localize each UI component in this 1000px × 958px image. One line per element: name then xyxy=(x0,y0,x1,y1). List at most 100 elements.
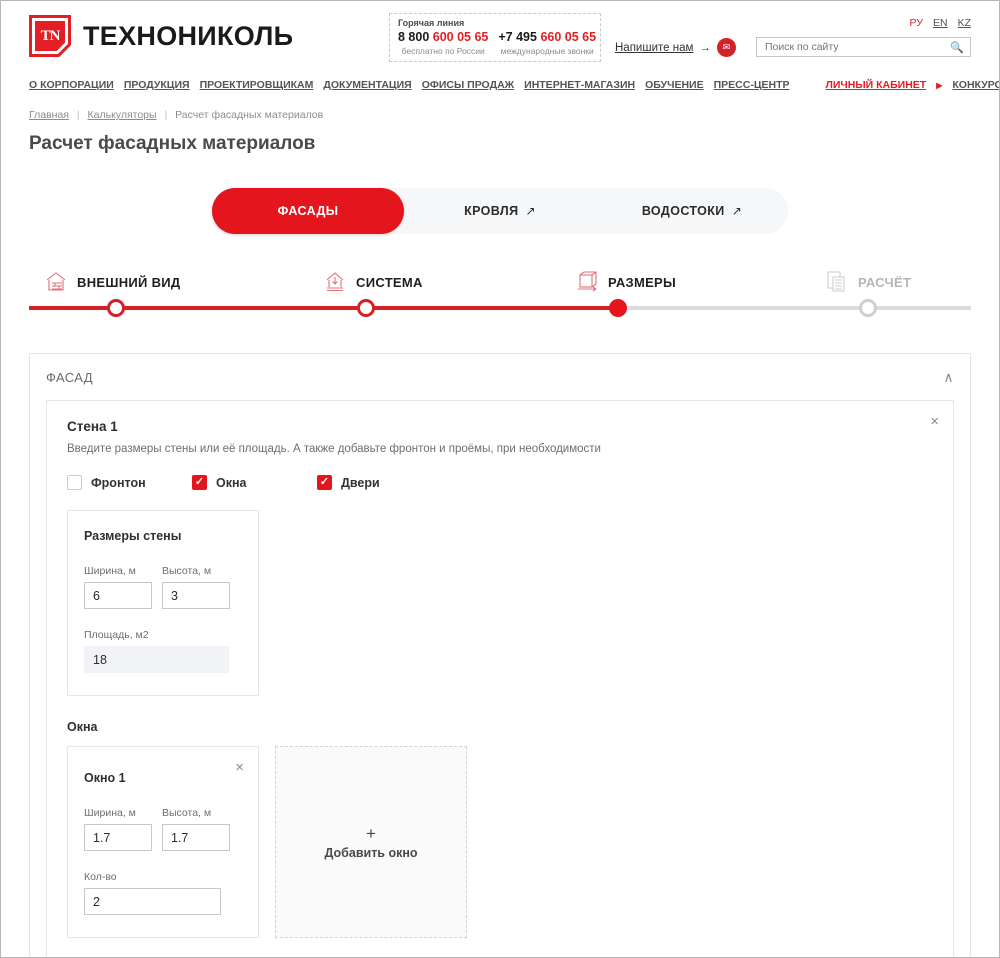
wall-area-field: Площадь, м2 xyxy=(84,629,242,673)
hotline-note-ru: бесплатно по России xyxy=(401,46,485,56)
close-icon[interactable]: × xyxy=(235,759,244,776)
step-calculation[interactable]: РАСЧЁТ xyxy=(824,269,911,295)
step-dot-calculation[interactable] xyxy=(859,299,877,317)
checkbox-windows[interactable]: Окна xyxy=(192,475,317,490)
windows-list: × Окно 1 Ширина, м Высота, м xyxy=(67,746,933,938)
tab-drainage-label: ВОДОСТОКИ xyxy=(641,204,725,218)
checkbox-windows-label: Окна xyxy=(216,475,247,490)
site-header: ТN ТЕХНОНИКОЛЬ Горячая линия 8 800 600 0… xyxy=(1,1,999,73)
wall-options: Фронтон Окна Двери xyxy=(67,475,933,490)
lang-kz[interactable]: KZ xyxy=(957,17,971,29)
add-window-label: Добавить окно xyxy=(324,845,418,860)
nav-item-online-store[interactable]: ИНТЕРНЕТ-МАГАЗИН xyxy=(524,79,636,91)
step-dimensions-label: РАЗМЕРЫ xyxy=(608,274,677,290)
breadcrumb: Главная | Калькуляторы | Расчет фасадных… xyxy=(1,97,999,121)
tab-roofing[interactable]: КРОВЛЯ ↗ xyxy=(404,188,596,234)
nav-item-sales-offices[interactable]: ОФИСЫ ПРОДАЖ xyxy=(421,79,515,91)
progress-track xyxy=(29,306,971,310)
windows-section-label: Окна xyxy=(67,720,98,734)
wall-area-label: Площадь, м2 xyxy=(84,629,149,641)
cube-dimensions-icon xyxy=(574,269,600,295)
checkbox-gable-label: Фронтон xyxy=(91,475,146,490)
wall-area-input xyxy=(84,646,229,673)
write-us-block[interactable]: Напишите нам → ✉ xyxy=(615,38,736,57)
nav-item-press-center[interactable]: ПРЕСС-ЦЕНТР xyxy=(713,79,790,91)
wall-width-field: Ширина, м xyxy=(84,565,152,609)
facade-accordion: ФАСАД ∧ × Стена 1 Введите размеры стены … xyxy=(29,353,971,957)
window-card: × Окно 1 Ширина, м Высота, м xyxy=(67,746,259,938)
window-width-input[interactable] xyxy=(84,824,152,851)
wall-height-label: Высота, м xyxy=(162,565,212,577)
window-height-field: Высота, м xyxy=(162,807,230,851)
house-layers-icon xyxy=(322,269,348,295)
checkbox-gable[interactable]: Фронтон xyxy=(67,475,192,490)
calculator-tabs: ФАСАДЫ КРОВЛЯ ↗ ВОДОСТОКИ ↗ xyxy=(212,188,788,234)
wall-height-input[interactable] xyxy=(162,582,230,609)
envelope-icon[interactable]: ✉ xyxy=(716,38,736,57)
lang-en[interactable]: EN xyxy=(932,17,948,29)
hotline-phone-intl[interactable]: +7 495 660 05 65 xyxy=(498,30,597,44)
nav-item-education[interactable]: ОБУЧЕНИЕ xyxy=(645,79,704,91)
breadcrumb-calculators[interactable]: Калькуляторы xyxy=(87,109,157,121)
wall-width-input[interactable] xyxy=(84,582,152,609)
wall-description: Введите размеры стены или её площадь. А … xyxy=(67,443,601,455)
wall-width-label: Ширина, м xyxy=(84,565,136,577)
wall-title: Стена 1 xyxy=(67,419,118,434)
external-link-icon: ↗ xyxy=(731,204,743,218)
hotline-russia: 8 800 600 05 65 бесплатно по России xyxy=(398,30,488,56)
breadcrumb-separator: | xyxy=(164,109,168,121)
tab-roofing-label: КРОВЛЯ xyxy=(464,204,519,218)
house-brick-icon xyxy=(43,269,69,295)
wall-dimensions-card: Размеры стены Ширина, м Высота, м Площад… xyxy=(67,510,259,696)
window-count-field: Кол-во xyxy=(84,871,242,915)
progress-fill xyxy=(29,306,617,310)
nav-item-corporation[interactable]: О КОРПОРАЦИИ xyxy=(29,79,114,91)
step-appearance[interactable]: ВНЕШНИЙ ВИД xyxy=(43,269,181,295)
window-count-label: Кол-во xyxy=(84,871,117,883)
nav-item-products[interactable]: ПРОДУКЦИЯ xyxy=(123,79,190,91)
window-height-label: Высота, м xyxy=(162,807,212,819)
nav-item-designers[interactable]: ПРОЕКТИРОВЩИКАМ xyxy=(199,79,314,91)
search-input[interactable] xyxy=(763,40,951,54)
close-icon[interactable]: × xyxy=(930,413,939,430)
language-switcher[interactable]: РУ EN KZ xyxy=(910,17,971,29)
lang-ru[interactable]: РУ xyxy=(909,17,923,29)
tab-facades[interactable]: ФАСАДЫ xyxy=(212,188,404,234)
caret-right-icon: ▶ xyxy=(936,80,943,90)
window-width-field: Ширина, м xyxy=(84,807,152,851)
checkbox-windows-box[interactable] xyxy=(192,475,207,490)
window-width-label: Ширина, м xyxy=(84,807,136,819)
checkbox-doors-label: Двери xyxy=(341,475,380,490)
search-icon[interactable]: 🔍 xyxy=(950,41,964,54)
tab-drainage[interactable]: ВОДОСТОКИ ↗ xyxy=(596,188,788,234)
step-dimensions[interactable]: РАЗМЕРЫ xyxy=(574,269,676,295)
nav-item-contests[interactable]: КОНКУРСЫ xyxy=(952,79,999,91)
tn-logo-glyph: ТN xyxy=(40,27,61,44)
checkbox-gable-box[interactable] xyxy=(67,475,82,490)
window-title: Окно 1 xyxy=(84,771,126,785)
nav-item-documentation[interactable]: ДОКУМЕНТАЦИЯ xyxy=(323,79,412,91)
hotline-phone-ru[interactable]: 8 800 600 05 65 xyxy=(398,30,489,44)
chevron-up-icon[interactable]: ∧ xyxy=(943,368,954,385)
tn-logo-icon: ТN xyxy=(29,15,71,57)
search-box[interactable]: 🔍 xyxy=(756,37,971,57)
facade-accordion-header[interactable]: ФАСАД ∧ xyxy=(30,354,970,400)
step-dot-dimensions[interactable] xyxy=(609,299,627,317)
write-us-link[interactable]: Напишите нам xyxy=(615,41,694,54)
step-dot-system[interactable] xyxy=(357,299,375,317)
progress-stepper: ВНЕШНИЙ ВИД СИСТЕМА xyxy=(29,263,971,325)
breadcrumb-home[interactable]: Главная xyxy=(29,109,69,121)
site-logo[interactable]: ТN ТЕХНОНИКОЛЬ xyxy=(29,15,293,57)
window-height-input[interactable] xyxy=(162,824,230,851)
add-window-button[interactable]: + Добавить окно xyxy=(275,746,467,938)
checkbox-doors-box[interactable] xyxy=(317,475,332,490)
wall-dimensions-title: Размеры стены xyxy=(84,529,182,543)
window-count-input[interactable] xyxy=(84,888,221,915)
step-appearance-label: ВНЕШНИЙ ВИД xyxy=(77,274,181,290)
external-link-icon: ↗ xyxy=(525,204,536,218)
wall-height-field: Высота, м xyxy=(162,565,230,609)
checkbox-doors[interactable]: Двери xyxy=(317,475,442,490)
nav-item-personal-cabinet[interactable]: ЛИЧНЫЙ КАБИНЕТ xyxy=(825,79,927,91)
step-system[interactable]: СИСТЕМА xyxy=(322,269,423,295)
step-dot-appearance[interactable] xyxy=(107,299,125,317)
